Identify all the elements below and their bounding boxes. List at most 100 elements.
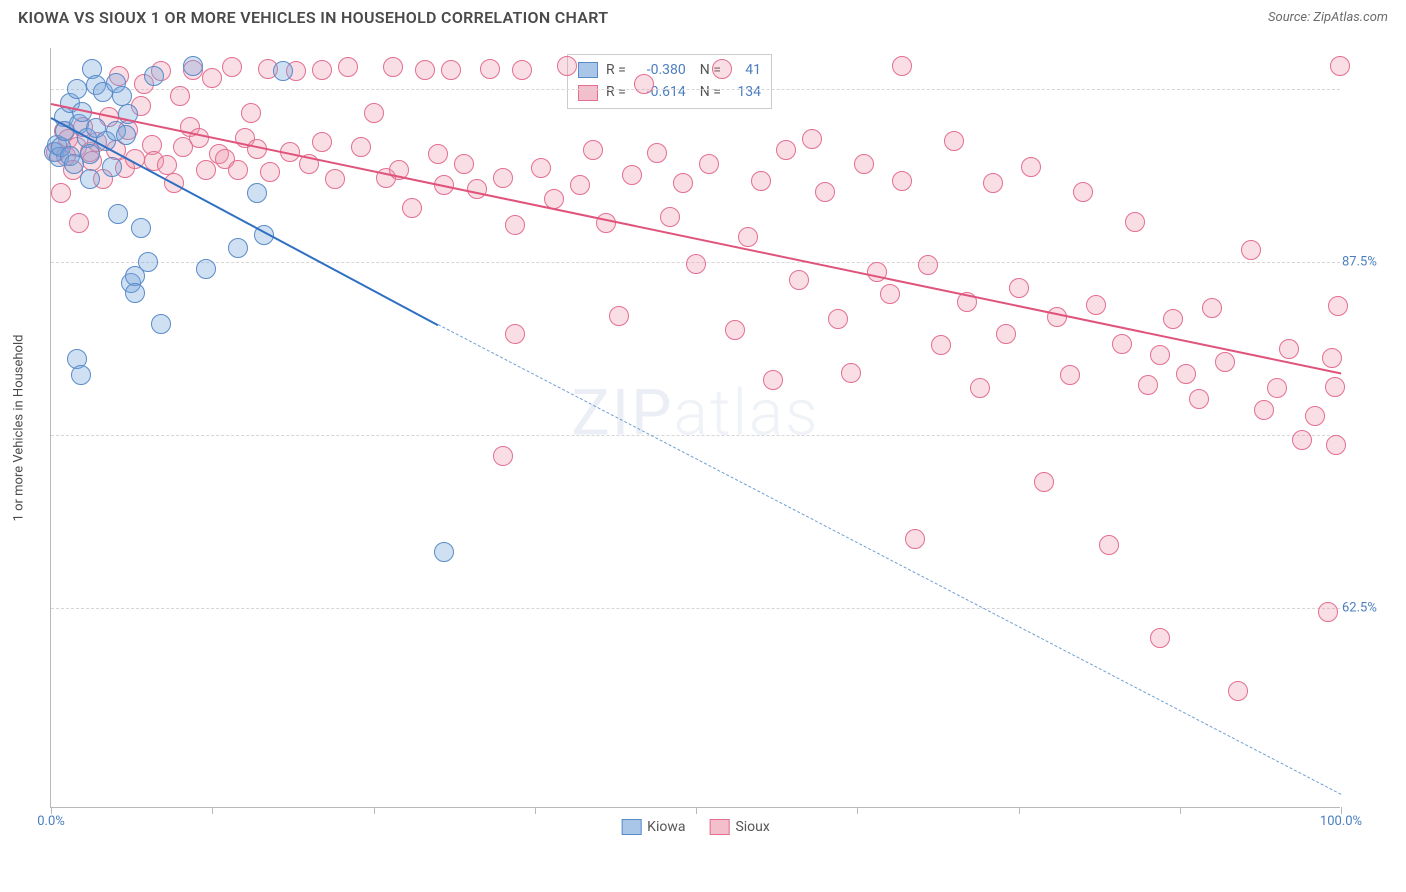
data-point [880,284,900,304]
data-point [116,125,136,145]
trend-line [51,117,439,326]
data-point [1009,278,1029,298]
legend-swatch [578,62,598,78]
stats-n-label: N = [700,81,721,103]
data-point [260,162,280,182]
data-point [1125,212,1145,232]
y-tick-label: 62.5% [1342,600,1392,615]
data-point [1073,182,1093,202]
data-point [1330,56,1350,76]
data-point [1267,378,1287,398]
data-point [944,131,964,151]
data-point [80,144,100,164]
data-point [241,103,261,123]
x-tick [51,807,52,814]
data-point [1292,430,1312,450]
data-point [1241,240,1261,260]
x-tick [1019,807,1020,814]
stats-n-value: 41 [729,59,761,81]
chart-title: KIOWA VS SIOUX 1 OR MORE VEHICLES IN HOU… [18,8,608,27]
data-point [312,60,332,80]
data-point [725,320,745,340]
data-point [338,57,358,77]
x-tick [1180,807,1181,814]
watermark-thin: atlas [674,375,820,450]
data-point [183,56,203,76]
x-tick [535,807,536,814]
data-point [609,306,629,326]
data-point [931,335,951,355]
data-point [505,215,525,235]
data-point [1254,400,1274,420]
y-tick-label: 87.5% [1342,255,1392,270]
data-point [102,157,122,177]
data-point [428,144,448,164]
data-point [1189,389,1209,409]
legend-item: Sioux [709,819,769,835]
legend-label: Sioux [735,819,769,835]
data-point [1150,345,1170,365]
data-point [905,529,925,549]
x-tick-label: 100.0% [1320,814,1362,829]
data-point [67,79,87,99]
data-point [1322,348,1342,368]
data-point [892,171,912,191]
data-point [763,370,783,390]
gridline-h [51,89,1340,90]
data-point [699,154,719,174]
data-point [583,140,603,160]
data-point [776,140,796,160]
data-point [71,365,91,385]
data-point [467,179,487,199]
data-point [1034,472,1054,492]
data-point [892,56,912,76]
data-point [131,218,151,238]
data-point [247,183,267,203]
data-point [228,238,248,258]
data-point [1021,157,1041,177]
data-point [983,173,1003,193]
data-point [660,207,680,227]
data-point [1279,339,1299,359]
data-point [686,254,706,274]
data-point [125,283,145,303]
x-tick [212,807,213,814]
data-point [996,324,1016,344]
data-point [493,446,513,466]
data-point [202,68,222,88]
data-point [108,204,128,224]
data-point [1138,375,1158,395]
data-point [493,168,513,188]
data-point [434,542,454,562]
legend-swatch [578,85,598,101]
data-point [531,158,551,178]
data-point [189,128,209,148]
data-point [738,227,758,247]
data-point [402,198,422,218]
data-point [196,259,216,279]
data-point [802,129,822,149]
plot-wrap: 1 or more Vehicles in Household ZIPatlas… [50,48,1390,838]
data-point [51,183,71,203]
stats-r-label: R = [606,81,626,103]
data-point [570,175,590,195]
data-point [454,154,474,174]
y-axis-label: 1 or more Vehicles in Household [12,334,27,521]
data-point [1215,352,1235,372]
data-point [1086,295,1106,315]
gridline-h [51,435,1340,436]
data-point [80,169,100,189]
stats-row: R =-0.380N =41 [578,59,761,81]
data-point [673,173,693,193]
chart-header: KIOWA VS SIOUX 1 OR MORE VEHICLES IN HOU… [0,0,1406,33]
stats-row: R =-0.614N =134 [578,81,761,103]
data-point [222,57,242,77]
data-point [1328,296,1348,316]
data-point [1176,364,1196,384]
data-point [622,165,642,185]
data-point [505,324,525,344]
legend-label: Kiowa [647,819,685,835]
data-point [228,160,248,180]
stats-r-label: R = [606,59,626,81]
data-point [1099,535,1119,555]
